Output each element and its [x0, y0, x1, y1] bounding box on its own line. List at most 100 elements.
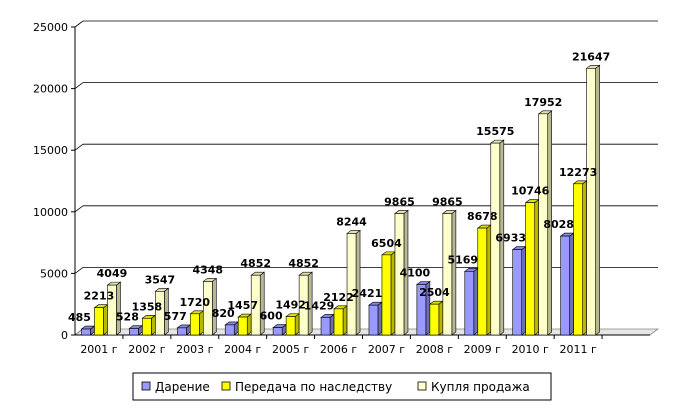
bar	[285, 316, 296, 336]
bar-side	[259, 271, 265, 336]
bar-side	[246, 313, 252, 336]
bar-side	[377, 301, 383, 336]
x-tick-label: 2004 г	[224, 343, 261, 356]
bar	[586, 68, 596, 336]
bar	[129, 328, 139, 336]
x-tick-label: 2007 г	[368, 343, 405, 356]
data-label: 1429	[304, 299, 335, 312]
bar-side	[151, 314, 156, 336]
x-tick-label: 2010 г	[512, 343, 549, 356]
bar	[416, 284, 427, 336]
bar	[490, 142, 501, 336]
bar	[272, 327, 283, 336]
data-label: 4852	[288, 257, 319, 270]
data-label: 485	[68, 311, 91, 324]
gridline-depth	[74, 267, 84, 274]
y-tick-label: 10000	[33, 206, 68, 219]
data-label: 8678	[467, 210, 498, 223]
data-label: 4852	[240, 257, 271, 270]
y-tick-label: 0	[61, 329, 68, 342]
data-label: 528	[116, 310, 139, 323]
bar	[525, 202, 536, 336]
legend-swatch	[417, 381, 427, 391]
bar-side	[342, 305, 348, 336]
bar-side	[595, 64, 600, 336]
data-label: 6933	[495, 232, 526, 245]
x-tick-label: 2006 г	[320, 343, 357, 356]
bar	[333, 308, 344, 336]
data-label: 9865	[384, 195, 415, 208]
bar	[429, 303, 440, 336]
data-label: 21647	[572, 50, 610, 63]
bar-side	[534, 199, 540, 336]
bar	[573, 183, 583, 336]
data-label: 4100	[400, 266, 431, 279]
x-tick-label: 2011 г	[559, 343, 596, 356]
legend-label: Дарение	[155, 380, 210, 394]
data-label: 2504	[419, 286, 450, 299]
bar	[189, 313, 200, 336]
bar-side	[438, 300, 444, 336]
x-tick-label: 2001 г	[80, 343, 117, 356]
bar-side	[116, 281, 121, 336]
data-label: 2213	[84, 290, 115, 303]
y-tick-label: 5000	[40, 267, 68, 280]
bar-side	[329, 313, 335, 336]
x-tick-label: 2009 г	[464, 343, 501, 356]
gridline-depth	[74, 143, 84, 151]
data-label: 4049	[97, 267, 128, 280]
gridline-depth	[74, 82, 84, 89]
bar	[320, 317, 331, 336]
data-label: 1457	[227, 299, 258, 312]
bar	[142, 317, 152, 336]
bar	[176, 327, 187, 336]
legend-label: Передача по наследству	[235, 380, 392, 394]
data-label: 6504	[371, 237, 402, 250]
bar	[381, 254, 392, 336]
data-label: 12273	[559, 166, 597, 179]
bar	[560, 235, 570, 336]
data-label: 15575	[476, 125, 514, 138]
bar	[202, 281, 213, 336]
data-label: 3547	[145, 273, 176, 286]
bar-side	[198, 310, 204, 336]
y-tick-label: 15000	[33, 144, 68, 157]
bar	[477, 227, 488, 336]
bar-side	[103, 304, 108, 336]
data-label: 2421	[352, 287, 383, 300]
data-label: 5169	[447, 253, 478, 266]
bar	[512, 249, 523, 336]
y-tick-label: 25000	[33, 21, 68, 34]
data-label: 577	[164, 310, 187, 323]
bar-side	[486, 224, 492, 336]
x-tick-label: 2003 г	[176, 343, 213, 356]
bar	[538, 113, 549, 336]
bar	[394, 213, 405, 336]
bar	[298, 274, 309, 336]
bar-side	[294, 313, 300, 336]
bar	[250, 274, 261, 336]
bar	[237, 316, 248, 336]
data-label: 9865	[432, 195, 463, 208]
legend	[132, 372, 552, 401]
bar	[346, 233, 357, 336]
bar-side	[521, 245, 527, 336]
x-tick-label: 2005 г	[272, 343, 309, 356]
bar	[107, 284, 117, 336]
bar-side	[569, 232, 574, 336]
bar-side	[473, 267, 479, 336]
gridline-depth	[74, 20, 84, 28]
bar	[224, 324, 235, 336]
data-label: 1358	[132, 300, 163, 313]
data-label: 8244	[336, 215, 367, 228]
bar	[155, 291, 165, 336]
data-label: 8028	[543, 218, 574, 231]
bar-side	[451, 209, 457, 336]
data-label: 1720	[179, 296, 210, 309]
data-label: 1492	[275, 299, 306, 312]
bar	[81, 328, 91, 336]
bar	[464, 271, 475, 336]
y-tick-label: 20000	[33, 83, 68, 96]
